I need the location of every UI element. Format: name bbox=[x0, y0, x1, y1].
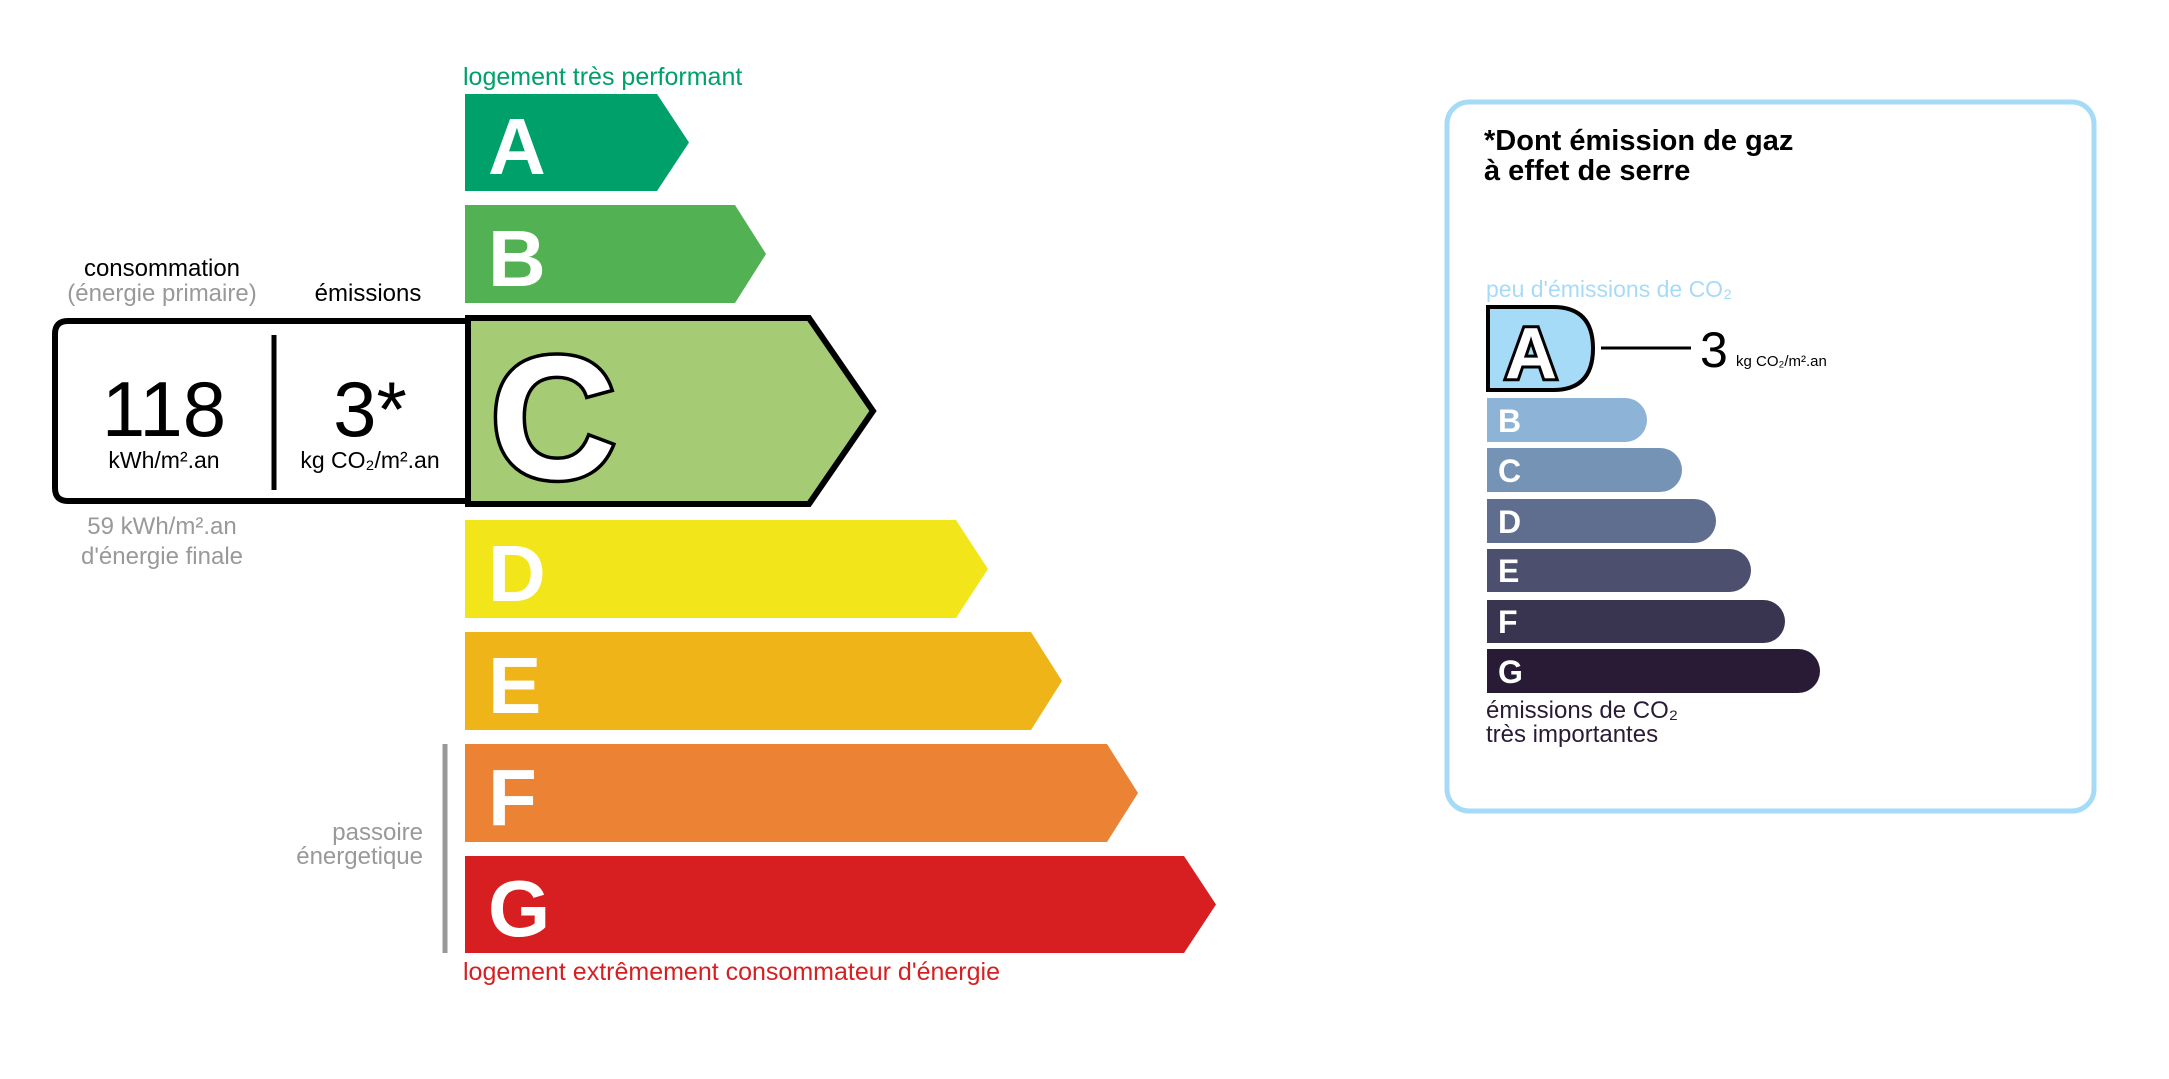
energy-class-bar-e bbox=[465, 632, 1062, 730]
ghg-class-bar-d bbox=[1487, 499, 1716, 543]
energy-class-letter-e: E bbox=[488, 641, 541, 730]
emissions-unit: kg CO₂/m².an bbox=[300, 447, 439, 473]
passoire-label-line2: énergetique bbox=[296, 843, 423, 870]
ghg-class-letter-a: A bbox=[1505, 314, 1557, 394]
ghg-class-letter-f: F bbox=[1498, 604, 1518, 640]
consumption-title: consommation bbox=[84, 255, 240, 282]
ghg-bottom-line2: très importantes bbox=[1486, 721, 1658, 748]
consumption-unit: kWh/m².an bbox=[108, 447, 219, 473]
ghg-class-bar-c bbox=[1487, 448, 1682, 492]
ghg-class-bar-a bbox=[1486, 305, 1596, 392]
ghg-class-bar-f bbox=[1487, 600, 1785, 643]
ghg-class-bar-b bbox=[1487, 398, 1647, 442]
emissions-value: 3* bbox=[333, 365, 407, 453]
ghg-title-line1: *Dont émission de gaz bbox=[1484, 125, 1793, 157]
ghg-class-letter-c: C bbox=[1498, 453, 1521, 489]
energy-class-letter-a: A bbox=[488, 102, 546, 191]
energy-class-bar-a bbox=[465, 94, 689, 191]
ghg-class-bar-e bbox=[1487, 549, 1751, 592]
passoire-label-line1: passoire bbox=[332, 819, 423, 846]
energy-class-bar-g bbox=[465, 856, 1216, 953]
ghg-class-bar-g bbox=[1487, 649, 1820, 693]
final-energy-line1: 59 kWh/m².an bbox=[87, 513, 236, 540]
energy-class-letter-g: G bbox=[488, 864, 550, 953]
energy-class-letter-c: C bbox=[490, 321, 616, 516]
energy-class-letter-f: F bbox=[488, 753, 537, 842]
reading-box bbox=[52, 318, 471, 504]
ghg-bottom-line1: émissions de CO₂ bbox=[1486, 697, 1678, 724]
ghg-class-letter-b: B bbox=[1498, 403, 1521, 439]
ghg-class-letter-e: E bbox=[1498, 553, 1519, 589]
ghg-class-letter-d: D bbox=[1498, 504, 1521, 540]
energy-class-bar-d bbox=[465, 520, 988, 618]
energy-bottom-label: logement extrêmement consommateur d'éner… bbox=[463, 958, 1000, 986]
consumption-value: 118 bbox=[102, 365, 226, 453]
energy-class-letter-b: B bbox=[488, 214, 546, 303]
consumption-subtitle: (énergie primaire) bbox=[67, 280, 256, 307]
emissions-title: émissions bbox=[315, 280, 422, 307]
ghg-class-letter-g: G bbox=[1498, 654, 1523, 690]
energy-class-letter-d: D bbox=[488, 529, 546, 618]
energy-class-bar-b bbox=[465, 205, 766, 303]
ghg-value: 3 bbox=[1700, 322, 1728, 378]
ghg-unit: kg CO₂/m².an bbox=[1736, 353, 1827, 370]
final-energy-line2: d'énergie finale bbox=[81, 543, 243, 570]
energy-top-label: logement très performant bbox=[463, 63, 742, 91]
ghg-top-label: peu d'émissions de CO₂ bbox=[1486, 276, 1732, 302]
energy-class-bar-f bbox=[465, 744, 1138, 842]
ghg-title-line2: à effet de serre bbox=[1484, 155, 1690, 187]
